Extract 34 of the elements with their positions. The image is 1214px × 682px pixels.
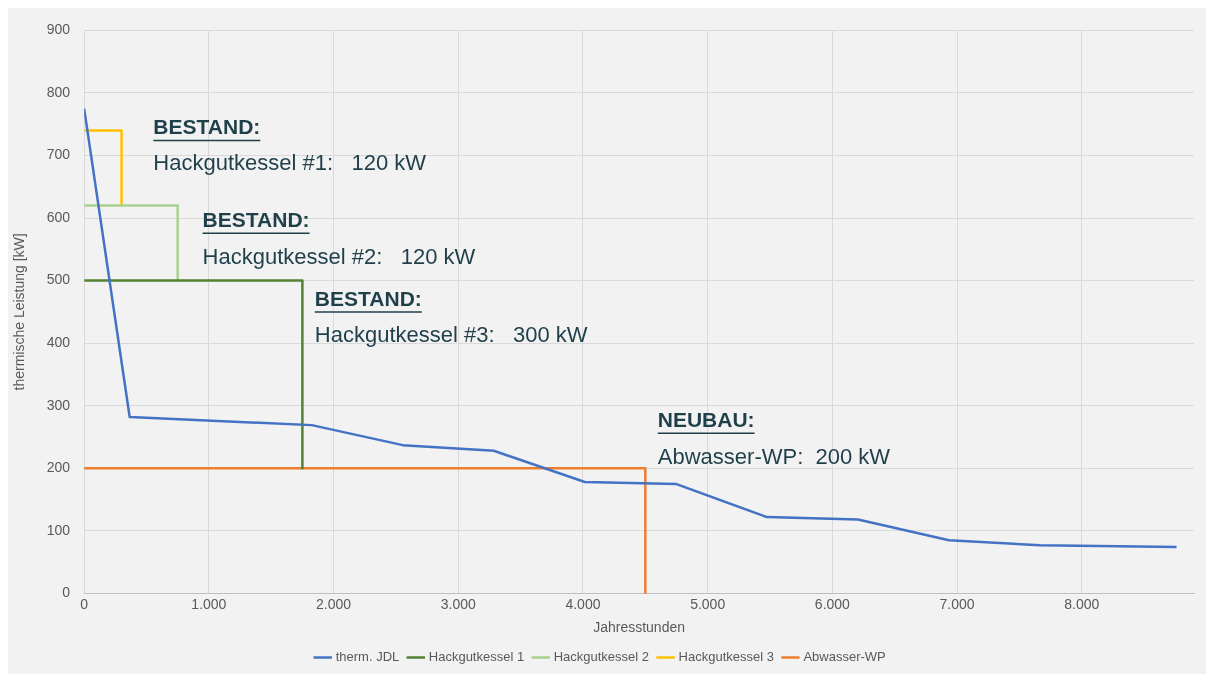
legend-label: Abwasser-WP xyxy=(803,649,886,665)
annotation: NEUBAU: xyxy=(657,408,755,432)
y-tick-label: 900 xyxy=(46,21,71,38)
annotation: BESTAND: xyxy=(202,207,310,231)
y-tick-label: 0 xyxy=(62,584,71,601)
x-tick-label: 3.000 xyxy=(440,595,476,612)
x-tick-label: 4.000 xyxy=(565,595,601,612)
y-tick-label: 600 xyxy=(46,208,71,225)
x-tick-label: 8.000 xyxy=(1064,595,1100,612)
x-tick-label: 2.000 xyxy=(316,595,352,612)
y-tick-label: 500 xyxy=(46,271,71,288)
y-tick-label: 100 xyxy=(46,521,71,538)
annotation: Hackgutkessel #2: 120 kW xyxy=(202,244,476,270)
annotation: Hackgutkessel #3: 300 kW xyxy=(314,322,588,348)
legend-label: Hackgutkessel 3 xyxy=(678,649,774,665)
x-tick-label: 7.000 xyxy=(939,595,975,612)
annotation: BESTAND: xyxy=(153,115,261,139)
y-axis-title: thermische Leistung [kW] xyxy=(11,233,28,391)
x-tick-label: 5.000 xyxy=(690,595,726,612)
annotation: Abwasser-WP: 200 kW xyxy=(657,444,891,470)
x-axis-title: Jahresstunden xyxy=(593,619,685,636)
annotation: BESTAND: xyxy=(314,286,422,310)
y-tick-label: 200 xyxy=(46,459,71,476)
x-tick-label: 0 xyxy=(80,595,89,612)
legend-label: Hackgutkessel 2 xyxy=(553,649,650,665)
annotation: Hackgutkessel #1: 120 kW xyxy=(153,149,427,175)
legend-label: Hackgutkessel 1 xyxy=(428,649,525,665)
x-tick-label: 6.000 xyxy=(814,595,851,612)
legend-label: therm. JDL xyxy=(335,649,400,665)
y-tick-label: 400 xyxy=(46,334,71,351)
y-tick-label: 300 xyxy=(46,396,71,413)
y-tick-label: 700 xyxy=(46,146,71,163)
x-tick-label: 1.000 xyxy=(191,595,227,612)
y-tick-label: 800 xyxy=(46,83,71,100)
